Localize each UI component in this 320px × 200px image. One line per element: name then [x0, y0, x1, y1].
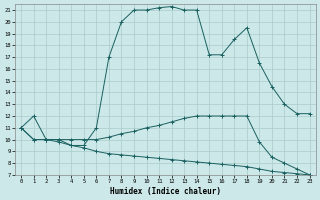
- X-axis label: Humidex (Indice chaleur): Humidex (Indice chaleur): [110, 187, 221, 196]
